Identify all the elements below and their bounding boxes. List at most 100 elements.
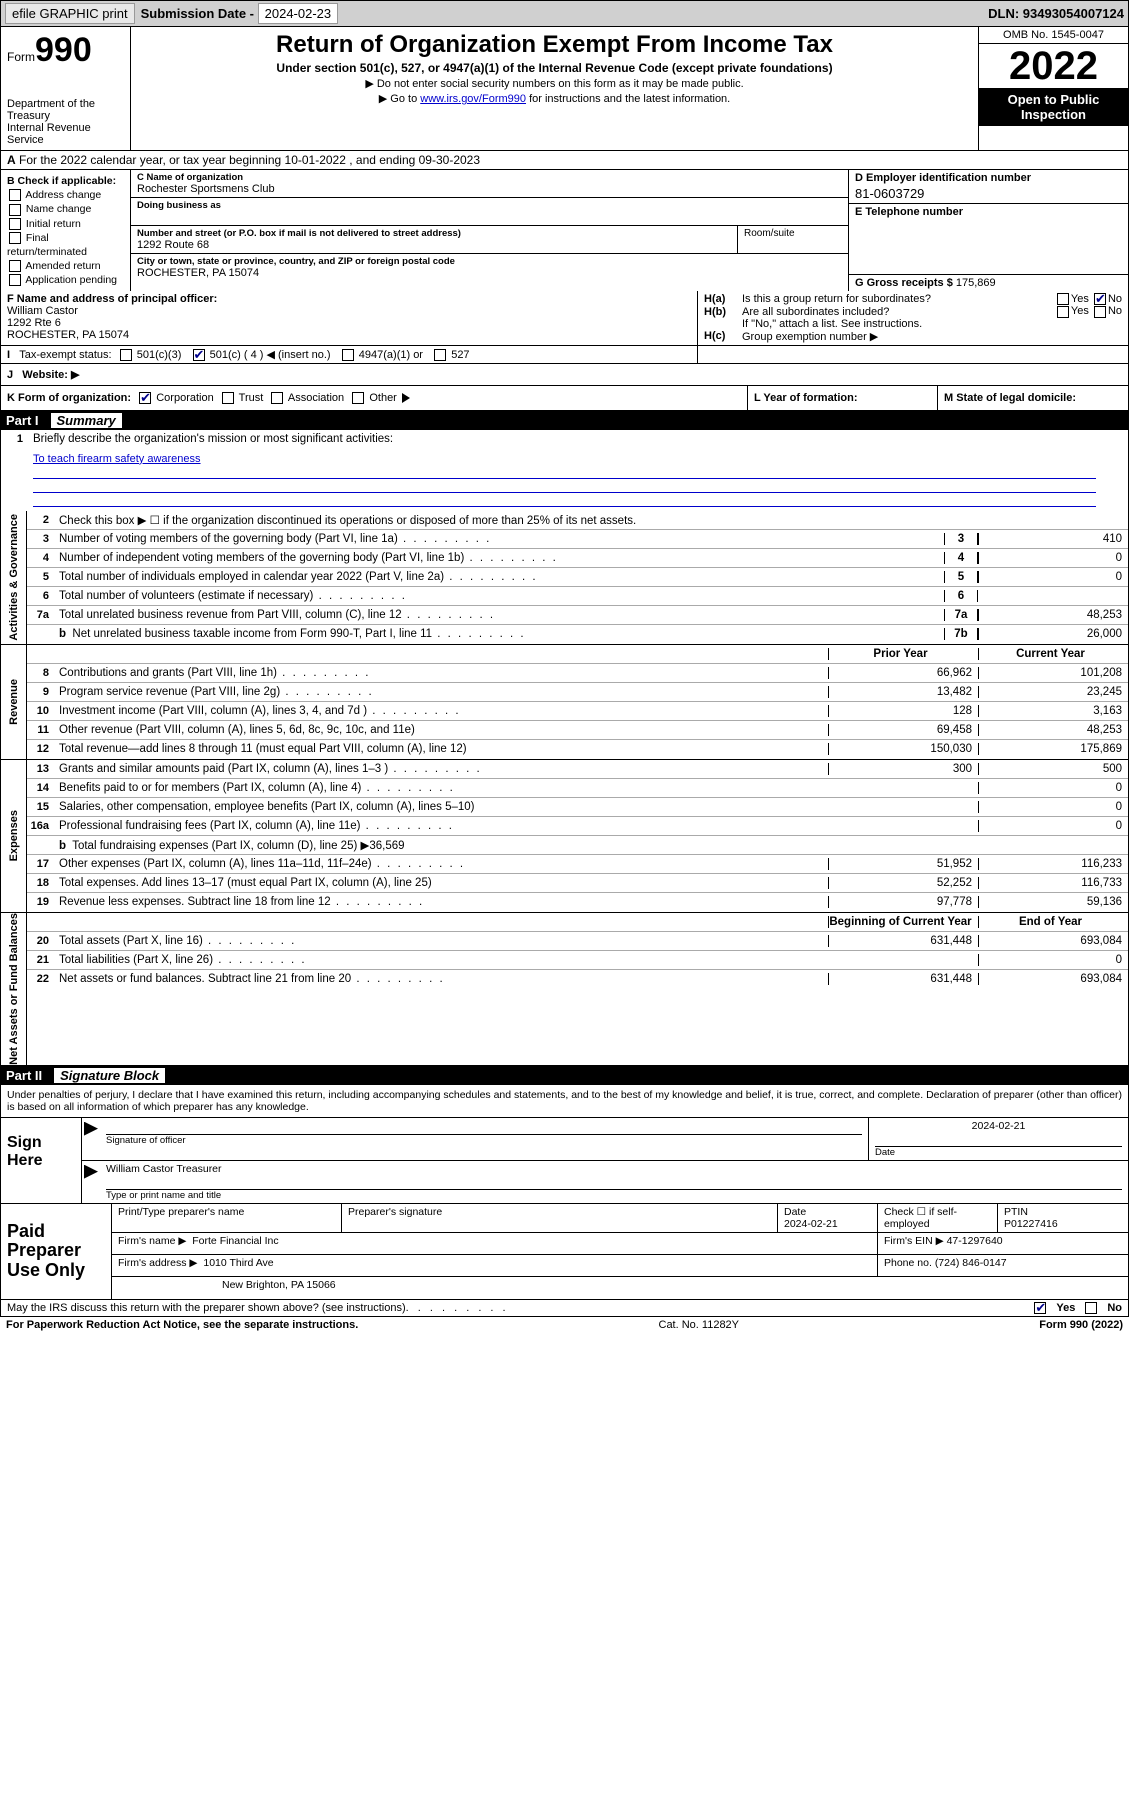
row-i: I Tax-exempt status: 501(c)(3) 501(c) ( … xyxy=(0,346,1129,364)
paperwork-notice: For Paperwork Reduction Act Notice, see … xyxy=(6,1319,358,1331)
current-year-head: Current Year xyxy=(978,648,1128,660)
col-c: C Name of organization Rochester Sportsm… xyxy=(131,170,848,291)
line7b-val: 26,000 xyxy=(978,628,1128,640)
cb-527[interactable] xyxy=(434,349,446,361)
discuss-no[interactable] xyxy=(1085,1302,1097,1314)
col-b: B Check if applicable: Address change Na… xyxy=(1,170,131,291)
page-footer: For Paperwork Reduction Act Notice, see … xyxy=(0,1317,1129,1333)
paid-preparer-block: Paid Preparer Use Only Print/Type prepar… xyxy=(0,1204,1129,1300)
hc-label: Group exemption number ▶ xyxy=(742,330,1122,343)
revenue-section: Revenue Prior YearCurrent Year 8Contribu… xyxy=(0,645,1129,760)
topbar: efile GRAPHIC print Submission Date - 20… xyxy=(0,0,1129,27)
expenses-section: Expenses 13Grants and similar amounts pa… xyxy=(0,760,1129,913)
city: ROCHESTER, PA 15074 xyxy=(137,267,842,279)
form-header: Form990 Department of the Treasury Inter… xyxy=(0,27,1129,151)
officer-addr1: 1292 Rte 6 xyxy=(7,317,61,329)
perjury-declaration: Under penalties of perjury, I declare th… xyxy=(0,1085,1129,1118)
cb-address-change[interactable]: Address change xyxy=(7,189,101,201)
ha-no[interactable] xyxy=(1094,293,1106,305)
efile-print-btn[interactable]: efile GRAPHIC print xyxy=(5,3,135,24)
col-f: F Name and address of principal officer:… xyxy=(1,291,698,344)
firm-addr2: New Brighton, PA 15066 xyxy=(112,1277,1128,1299)
firm-name: Forte Financial Inc xyxy=(192,1235,278,1247)
col-h: H(a)Is this a group return for subordina… xyxy=(698,291,1128,344)
cb-final-return[interactable]: Final return/terminated xyxy=(7,232,87,258)
part1-header: Part I Summary xyxy=(0,411,1129,430)
print-name-label: Type or print name and title xyxy=(106,1189,1122,1201)
hb-yes[interactable] xyxy=(1057,306,1069,318)
form990-link[interactable]: www.irs.gov/Form990 xyxy=(420,93,526,105)
part2-header: Part II Signature Block xyxy=(0,1066,1129,1085)
activities-governance: Activities & Governance 2Check this box … xyxy=(0,511,1129,645)
org-name-label: C Name of organization xyxy=(137,172,842,183)
dept-treasury: Department of the Treasury xyxy=(7,98,124,122)
form-sub3: ▶ Go to www.irs.gov/Form990 for instruct… xyxy=(139,92,970,105)
open-public: Open to Public Inspection xyxy=(979,88,1128,126)
omb-number: OMB No. 1545-0047 xyxy=(979,27,1128,44)
form-subtitle: Under section 501(c), 527, or 4947(a)(1)… xyxy=(139,61,970,75)
vlabel-na: Net Assets or Fund Balances xyxy=(8,913,20,1065)
eoy-head: End of Year xyxy=(978,916,1128,928)
cb-name-change[interactable]: Name change xyxy=(7,203,91,215)
mission-label: Briefly describe the organization's miss… xyxy=(29,432,1128,446)
cb-trust[interactable] xyxy=(222,392,234,404)
prep-date: 2024-02-21 xyxy=(784,1218,838,1230)
form-page: Form 990 (2022) xyxy=(1039,1319,1123,1331)
mission-text: To teach firearm safety awareness xyxy=(33,453,201,465)
prep-sig-label: Preparer's signature xyxy=(342,1204,778,1232)
cb-assoc[interactable] xyxy=(271,392,283,404)
section-bcd: B Check if applicable: Address change Na… xyxy=(0,170,1129,291)
header-left: Form990 Department of the Treasury Inter… xyxy=(1,27,131,150)
cb-app-pending[interactable]: Application pending xyxy=(7,274,117,286)
row-j: J Website: ▶ xyxy=(0,364,1129,386)
submission-date-label: Submission Date - 2024-02-23 xyxy=(141,6,339,21)
arrow-icon xyxy=(84,1165,98,1179)
room-suite-label: Room/suite xyxy=(738,226,848,253)
gross-receipts-label: G Gross receipts $ xyxy=(855,277,953,289)
tax-year: 2022 xyxy=(979,44,1128,88)
cb-4947[interactable] xyxy=(342,349,354,361)
mission-block: 1 Briefly describe the organization's mi… xyxy=(0,430,1129,511)
form-word: Form xyxy=(7,50,35,64)
col-de: D Employer identification number 81-0603… xyxy=(848,170,1128,291)
row-klm: K Form of organization: Corporation Trus… xyxy=(0,386,1129,411)
street: 1292 Route 68 xyxy=(137,239,731,251)
prep-name-label: Print/Type preparer's name xyxy=(112,1204,342,1232)
net-assets-section: Net Assets or Fund Balances Beginning of… xyxy=(0,913,1129,1066)
line2: Check this box ▶ ☐ if the organization d… xyxy=(55,512,1128,528)
firm-ein: 47-1297640 xyxy=(947,1235,1003,1247)
line5-val: 0 xyxy=(978,571,1128,583)
gross-receipts: 175,869 xyxy=(956,277,996,289)
form-title: Return of Organization Exempt From Incom… xyxy=(139,31,970,59)
form-sub2: ▶ Do not enter social security numbers o… xyxy=(139,77,970,90)
date-label: Date xyxy=(875,1146,1122,1158)
hb-no[interactable] xyxy=(1094,306,1106,318)
line3-val: 410 xyxy=(978,533,1128,545)
cb-amended-return[interactable]: Amended return xyxy=(7,260,101,272)
sign-here-label: Sign Here xyxy=(1,1118,81,1203)
irs: Internal Revenue Service xyxy=(7,122,124,146)
section-fh: F Name and address of principal officer:… xyxy=(0,291,1129,345)
cb-corp[interactable] xyxy=(139,392,151,404)
phone-label: E Telephone number xyxy=(855,206,1122,218)
ein-label: D Employer identification number xyxy=(855,172,1122,184)
ein: 81-0603729 xyxy=(855,186,1122,201)
row-a: A For the 2022 calendar year, or tax yea… xyxy=(0,151,1129,170)
submission-date: 2024-02-23 xyxy=(258,3,339,24)
officer-print-name: William Castor Treasurer xyxy=(106,1163,1122,1175)
discuss-yes[interactable] xyxy=(1034,1302,1046,1314)
header-right: OMB No. 1545-0047 2022 Open to Public In… xyxy=(978,27,1128,150)
discuss-row: May the IRS discuss this return with the… xyxy=(0,1300,1129,1317)
ha-yes[interactable] xyxy=(1057,293,1069,305)
street-label: Number and street (or P.O. box if mail i… xyxy=(137,228,731,239)
cb-initial-return[interactable]: Initial return xyxy=(7,218,81,230)
officer-name: William Castor xyxy=(7,305,78,317)
vlabel-rev: Revenue xyxy=(8,679,20,725)
h-note: If "No," attach a list. See instructions… xyxy=(742,318,1122,330)
header-center: Return of Organization Exempt From Incom… xyxy=(131,27,978,150)
cb-501c[interactable] xyxy=(193,349,205,361)
prior-year-head: Prior Year xyxy=(828,648,978,660)
sign-here-block: Sign Here Signature of officer 2024-02-2… xyxy=(0,1118,1129,1204)
cb-other[interactable] xyxy=(352,392,364,404)
cb-501c3[interactable] xyxy=(120,349,132,361)
